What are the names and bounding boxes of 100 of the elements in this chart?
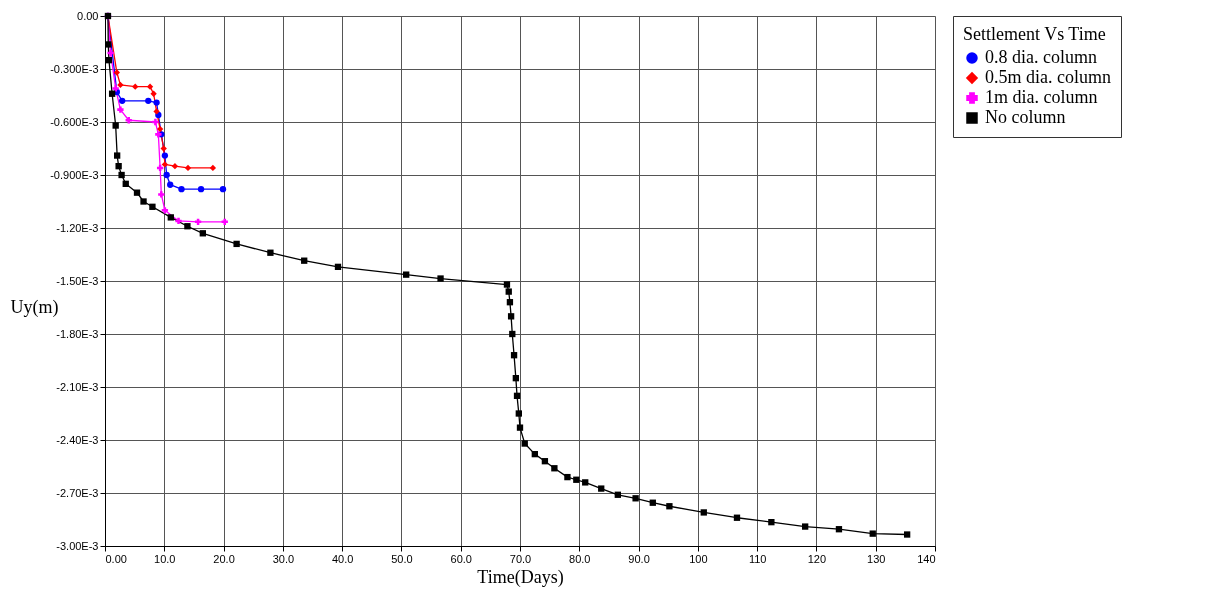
point	[513, 392, 521, 399]
x-axis-title: Time(Days)	[477, 566, 564, 588]
point	[145, 97, 152, 104]
y-tick-label: -0.300E-3	[50, 62, 99, 75]
x-tick-label: 130	[867, 552, 886, 565]
point	[510, 352, 518, 359]
point	[184, 164, 192, 172]
x-tick-label: 90.0	[628, 552, 650, 565]
point	[132, 83, 139, 90]
point	[167, 181, 174, 188]
point	[160, 145, 167, 152]
legend-title: Settlement Vs Time	[963, 24, 1106, 44]
x-tick-label: 30.0	[272, 552, 295, 565]
point	[209, 164, 217, 172]
x-tick-label: 60.0	[450, 552, 472, 565]
point	[107, 49, 114, 57]
point	[802, 523, 809, 530]
x-tick-label: 20.0	[213, 552, 235, 565]
point	[521, 440, 528, 447]
point	[149, 203, 156, 210]
point	[158, 191, 165, 198]
point	[146, 83, 154, 90]
point	[582, 479, 589, 486]
point	[117, 81, 124, 89]
point	[167, 214, 174, 221]
legend-label: 0.5m dia. column	[985, 67, 1111, 87]
point	[161, 152, 169, 159]
point	[199, 230, 206, 237]
point	[122, 180, 129, 187]
point	[221, 218, 228, 225]
point	[161, 207, 169, 214]
y-tick-label: -2.40E-3	[56, 433, 99, 446]
point	[564, 473, 571, 481]
point	[515, 410, 522, 417]
y-tick-label: -0.600E-3	[50, 115, 99, 128]
point	[903, 531, 911, 538]
point	[598, 485, 605, 492]
point	[163, 171, 170, 179]
legend-label: No column	[985, 107, 1066, 127]
point	[733, 514, 741, 521]
x-tick-label: 50.0	[391, 552, 413, 565]
y-tick-label: -1.80E-3	[56, 327, 99, 340]
point	[153, 99, 160, 106]
point	[133, 189, 141, 196]
point	[632, 495, 639, 502]
point	[267, 249, 274, 256]
point	[117, 106, 124, 113]
point	[506, 299, 514, 306]
point	[614, 491, 621, 498]
point	[334, 263, 342, 271]
point	[700, 509, 707, 516]
point	[219, 185, 227, 193]
point	[541, 458, 549, 465]
point	[301, 257, 308, 264]
point	[152, 118, 159, 126]
point	[112, 85, 119, 92]
x-tick-label: 110	[748, 552, 767, 565]
point	[156, 125, 164, 133]
point	[118, 171, 125, 179]
y-tick-label: -1.20E-3	[56, 221, 99, 234]
legend-label: 1m dia. column	[985, 87, 1098, 107]
y-tick-label: -3.00E-3	[56, 539, 99, 552]
point	[150, 90, 157, 97]
x-tick-label: 0.00	[105, 552, 127, 565]
y-tick-label: -0.900E-3	[50, 168, 99, 181]
point	[516, 424, 524, 431]
y-tick-label: -1.50E-3	[56, 274, 99, 287]
point	[649, 499, 656, 506]
x-tick-label: 10.0	[154, 552, 176, 565]
x-tick-label: 70.0	[509, 552, 532, 565]
x-tick-label: 100	[689, 552, 708, 565]
point	[512, 375, 520, 382]
x-tick-label: 40.0	[331, 552, 354, 565]
point	[105, 41, 112, 48]
point	[768, 518, 775, 526]
point	[161, 161, 169, 168]
point	[178, 185, 185, 193]
x-tick-label: 80.0	[569, 552, 591, 565]
y-tick-label: -2.70E-3	[56, 486, 99, 499]
point	[113, 69, 121, 76]
point	[105, 57, 113, 64]
point	[113, 152, 121, 159]
point	[503, 281, 511, 288]
point	[197, 185, 205, 193]
point	[835, 526, 843, 533]
y-tick-label: 0.00	[77, 9, 99, 22]
point	[233, 240, 240, 248]
point	[437, 275, 444, 282]
point	[115, 163, 122, 170]
point	[112, 122, 119, 129]
point	[125, 117, 132, 124]
point	[505, 288, 512, 295]
point	[175, 217, 182, 225]
point	[869, 530, 876, 537]
point	[666, 503, 673, 510]
y-tick-label: -2.10E-3	[56, 380, 99, 393]
point	[119, 97, 126, 104]
x-tick-label: 120	[807, 552, 827, 565]
point	[551, 465, 558, 472]
x-tick-label: 140	[917, 552, 936, 565]
